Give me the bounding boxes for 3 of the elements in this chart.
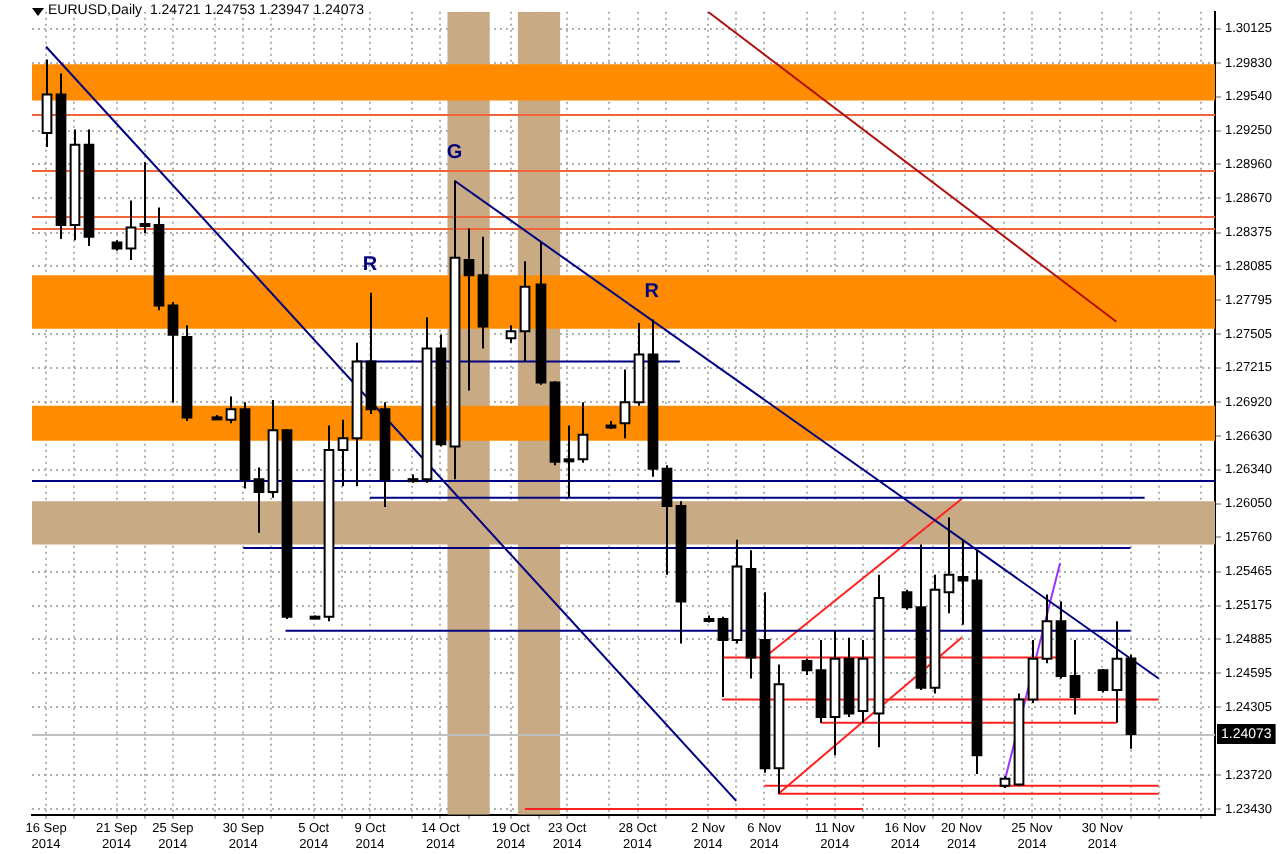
annotation: R <box>644 280 661 303</box>
annotation: R <box>362 254 379 277</box>
annotation: G <box>446 142 463 165</box>
